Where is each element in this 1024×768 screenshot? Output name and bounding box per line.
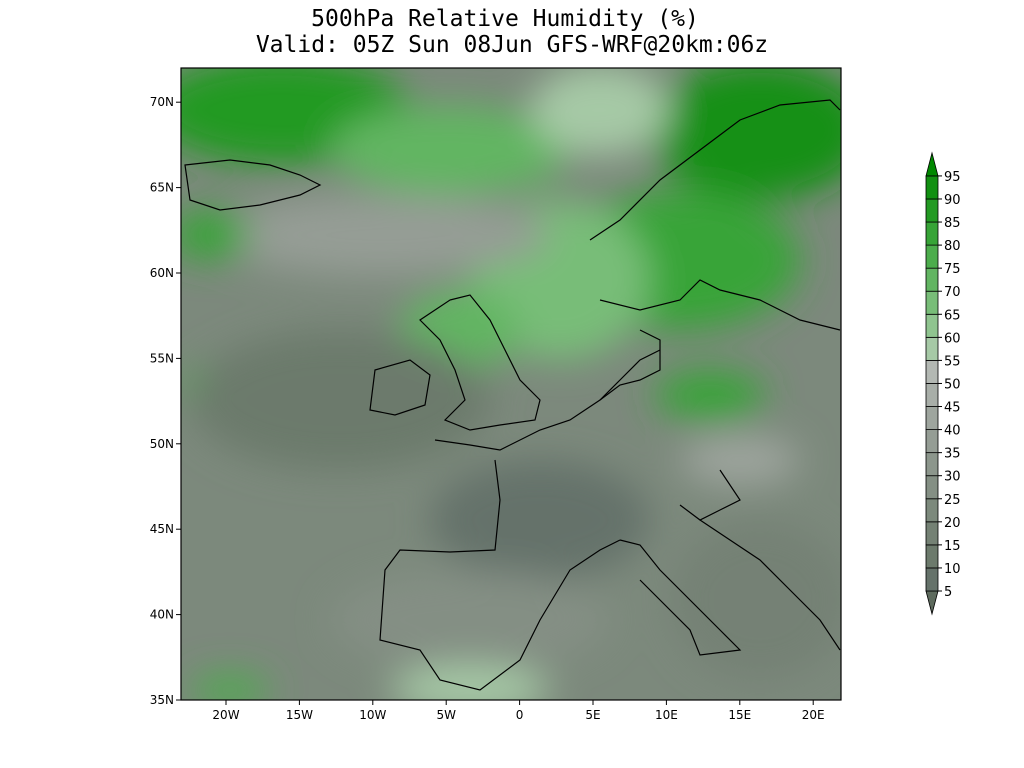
title-line: 500hPa Relative Humidity (%) xyxy=(311,6,699,32)
lat-label: 70N xyxy=(150,95,174,109)
colorbar-segment xyxy=(925,429,939,454)
colorbar-segment xyxy=(925,290,939,315)
colorbar-segment xyxy=(925,544,939,569)
colorbar-segment xyxy=(925,359,939,384)
colorbar-segment xyxy=(925,567,939,592)
colorbar-label: 80 xyxy=(944,239,961,254)
lat-label: 50N xyxy=(150,437,174,451)
colorbar-segment xyxy=(925,244,939,269)
colorbar-label: 5 xyxy=(944,585,952,600)
humidity-field xyxy=(181,68,841,700)
map-frame xyxy=(180,67,842,701)
lon-label: 20W xyxy=(212,708,239,722)
colorbar-label: 20 xyxy=(944,516,961,531)
lat-label: 60N xyxy=(150,266,174,280)
colorbar-segment xyxy=(925,452,939,477)
colorbar-segment xyxy=(925,498,939,523)
colorbar-segment xyxy=(925,590,939,616)
colorbar-label: 90 xyxy=(944,193,961,208)
lon-label: 5W xyxy=(436,708,456,722)
colorbar-label: 95 xyxy=(944,170,961,185)
title-line: Valid: 05Z Sun 08Jun GFS-WRF@20km:06z xyxy=(256,32,768,58)
colorbar-label: 15 xyxy=(944,539,961,554)
colorbar-segment xyxy=(925,198,939,223)
lon-label: 15E xyxy=(728,708,751,722)
colorbar-label: 40 xyxy=(944,424,961,439)
colorbar-segment xyxy=(925,475,939,500)
colorbar-label: 10 xyxy=(944,562,961,577)
lon-label: 5E xyxy=(585,708,600,722)
lat-label: 55N xyxy=(150,351,174,365)
colorbar-segment xyxy=(925,383,939,407)
colorbar-label: 25 xyxy=(944,493,961,508)
colorbar-segment xyxy=(925,336,939,361)
colorbar-label: 50 xyxy=(944,377,961,392)
colorbar-segment xyxy=(925,151,939,177)
lat-label: 45N xyxy=(150,522,174,536)
lat-label: 35N xyxy=(150,693,174,707)
colorbar-label: 65 xyxy=(944,308,961,323)
colorbar-label: 60 xyxy=(944,331,961,346)
colorbar-label: 75 xyxy=(944,262,961,277)
colorbar-segment xyxy=(925,313,939,338)
colorbar-label: 30 xyxy=(944,470,961,485)
colorbar-label: 70 xyxy=(944,285,961,300)
lon-label: 20E xyxy=(802,708,825,722)
lat-label: 65N xyxy=(150,181,174,195)
colorbar-segment xyxy=(925,521,939,546)
colorbar-label: 85 xyxy=(944,216,961,231)
colorbar-segment xyxy=(925,267,939,292)
lon-label: 0 xyxy=(516,708,524,722)
lat-label: 40N xyxy=(150,608,174,622)
lon-label: 15W xyxy=(286,708,313,722)
colorbar-segment xyxy=(925,221,939,246)
colorbar-label: 35 xyxy=(944,447,961,462)
colorbar-label: 45 xyxy=(944,401,961,416)
lon-label: 10W xyxy=(359,708,386,722)
lon-label: 10E xyxy=(655,708,678,722)
colorbar-segment xyxy=(925,406,939,430)
colorbar-segment xyxy=(925,175,939,200)
colorbar-label: 55 xyxy=(944,354,961,369)
